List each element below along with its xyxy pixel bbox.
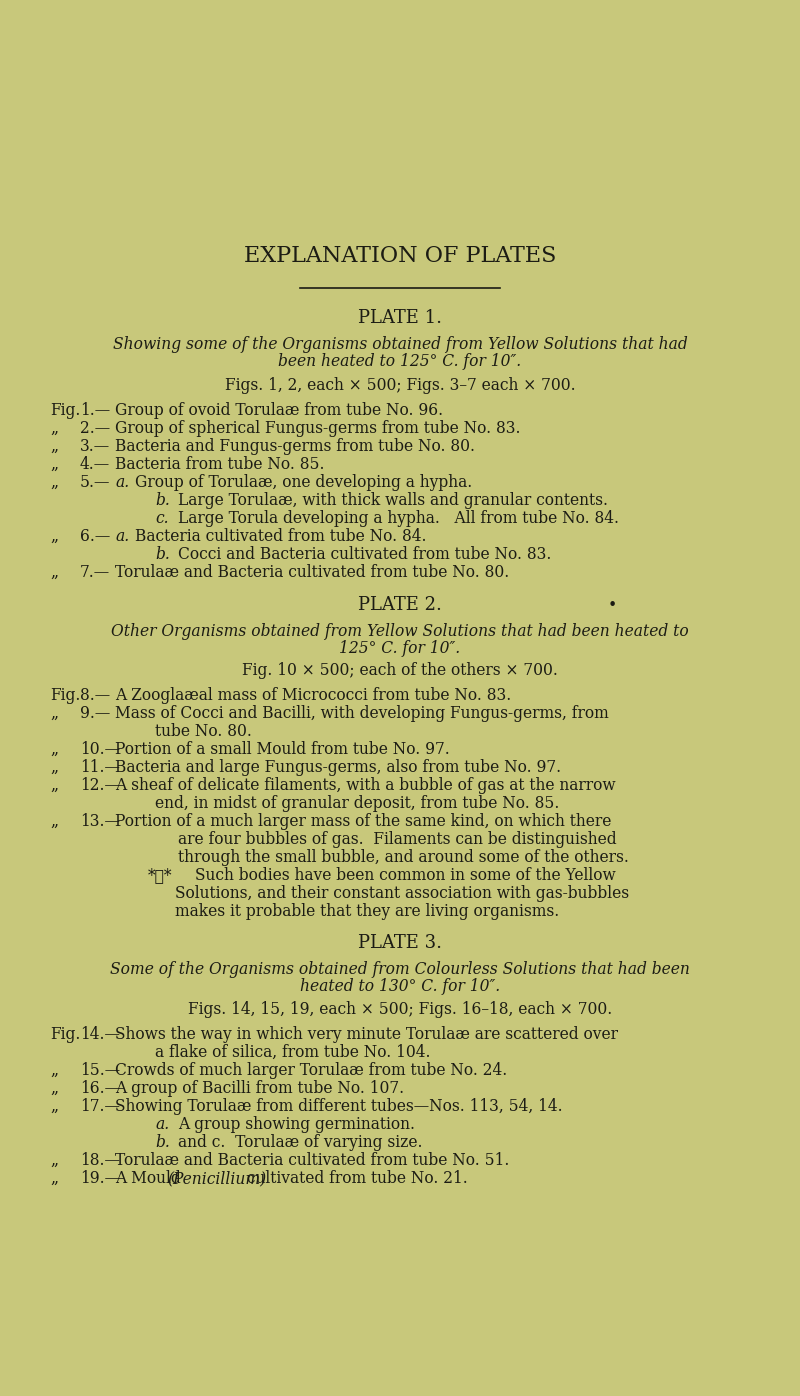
Text: „: „ (50, 456, 58, 473)
Text: Fig.: Fig. (50, 1026, 80, 1043)
Text: Group of Torulaæ, one developing a hypha.: Group of Torulaæ, one developing a hypha… (135, 475, 472, 491)
Text: *★*: *★* (148, 867, 173, 884)
Text: Shows the way in which very minute Torulaæ are scattered over: Shows the way in which very minute Torul… (115, 1026, 618, 1043)
Text: A group of Bacilli from tube No. 107.: A group of Bacilli from tube No. 107. (115, 1081, 404, 1097)
Text: cultivated from tube No. 21.: cultivated from tube No. 21. (242, 1170, 468, 1187)
Text: 14.—: 14.— (80, 1026, 120, 1043)
Text: c.: c. (155, 510, 169, 528)
Text: PLATE 2.: PLATE 2. (358, 596, 442, 614)
Text: EXPLANATION OF PLATES: EXPLANATION OF PLATES (244, 246, 556, 267)
Text: „: „ (50, 812, 58, 831)
Text: 13.—: 13.— (80, 812, 120, 831)
Text: 8.—: 8.— (80, 687, 110, 704)
Text: „: „ (50, 1152, 58, 1168)
Text: Portion of a much larger mass of the same kind, on which there: Portion of a much larger mass of the sam… (115, 812, 611, 831)
Text: 19.—: 19.— (80, 1170, 120, 1187)
Text: b.: b. (155, 491, 170, 510)
Text: Bacteria cultivated from tube No. 84.: Bacteria cultivated from tube No. 84. (135, 528, 426, 544)
Text: Showing some of the Organisms obtained from Yellow Solutions that had: Showing some of the Organisms obtained f… (113, 336, 687, 353)
Text: „: „ (50, 564, 58, 581)
Text: „: „ (50, 705, 58, 722)
Text: 125° C. for 10″.: 125° C. for 10″. (339, 639, 461, 658)
Text: 4.—: 4.— (80, 456, 110, 473)
Text: b.: b. (155, 1134, 170, 1150)
Text: •: • (608, 597, 618, 614)
Text: Group of spherical Fungus-germs from tube No. 83.: Group of spherical Fungus-germs from tub… (115, 420, 521, 437)
Text: Torulaæ and Bacteria cultivated from tube No. 80.: Torulaæ and Bacteria cultivated from tub… (115, 564, 510, 581)
Text: Figs. 14, 15, 19, each × 500; Figs. 16–18, each × 700.: Figs. 14, 15, 19, each × 500; Figs. 16–1… (188, 1001, 612, 1018)
Text: Torulaæ and Bacteria cultivated from tube No. 51.: Torulaæ and Bacteria cultivated from tub… (115, 1152, 510, 1168)
Text: 2.—: 2.— (80, 420, 110, 437)
Text: „: „ (50, 420, 58, 437)
Text: Fig.: Fig. (50, 687, 80, 704)
Text: Fig.: Fig. (50, 402, 80, 419)
Text: Other Organisms obtained from Yellow Solutions that had been heated to: Other Organisms obtained from Yellow Sol… (111, 623, 689, 639)
Text: Figs. 1, 2, each × 500; Figs. 3–7 each × 700.: Figs. 1, 2, each × 500; Figs. 3–7 each ×… (225, 377, 575, 394)
Text: tube No. 80.: tube No. 80. (155, 723, 252, 740)
Text: 6.—: 6.— (80, 528, 110, 544)
Text: Such bodies have been common in some of the Yellow: Such bodies have been common in some of … (195, 867, 616, 884)
Text: a.: a. (115, 528, 129, 544)
Text: a.: a. (155, 1115, 169, 1134)
Text: „: „ (50, 438, 58, 455)
Text: a flake of silica, from tube No. 104.: a flake of silica, from tube No. 104. (155, 1044, 430, 1061)
Text: Large Torula developing a hypha.   All from tube No. 84.: Large Torula developing a hypha. All fro… (178, 510, 619, 528)
Text: Bacteria and Fungus-germs from tube No. 80.: Bacteria and Fungus-germs from tube No. … (115, 438, 475, 455)
Text: „: „ (50, 1170, 58, 1187)
Text: „: „ (50, 778, 58, 794)
Text: A Zooglaæal mass of Micrococci from tube No. 83.: A Zooglaæal mass of Micrococci from tube… (115, 687, 511, 704)
Text: Bacteria and large Fungus-germs, also from tube No. 97.: Bacteria and large Fungus-germs, also fr… (115, 759, 561, 776)
Text: Some of the Organisms obtained from Colourless Solutions that had been: Some of the Organisms obtained from Colo… (110, 960, 690, 979)
Text: Large Torulaæ, with thick walls and granular contents.: Large Torulaæ, with thick walls and gran… (178, 491, 608, 510)
Text: A group showing germination.: A group showing germination. (178, 1115, 415, 1134)
Text: Showing Torulaæ from different tubes—Nos. 113, 54, 14.: Showing Torulaæ from different tubes—Nos… (115, 1099, 562, 1115)
Text: end, in midst of granular deposit, from tube No. 85.: end, in midst of granular deposit, from … (155, 794, 559, 812)
Text: and c.  Torulaæ of varying size.: and c. Torulaæ of varying size. (178, 1134, 422, 1150)
Text: 18.—: 18.— (80, 1152, 120, 1168)
Text: 7.—: 7.— (80, 564, 110, 581)
Text: 9.—: 9.— (80, 705, 110, 722)
Text: (Penicillium): (Penicillium) (167, 1170, 266, 1187)
Text: a.: a. (115, 475, 129, 491)
Text: „: „ (50, 1099, 58, 1115)
Text: 11.—: 11.— (80, 759, 120, 776)
Text: through the small bubble, and around some of the others.: through the small bubble, and around som… (178, 849, 629, 866)
Text: „: „ (50, 741, 58, 758)
Text: Solutions, and their constant association with gas-bubbles: Solutions, and their constant associatio… (175, 885, 629, 902)
Text: 12.—: 12.— (80, 778, 120, 794)
Text: Cocci and Bacteria cultivated from tube No. 83.: Cocci and Bacteria cultivated from tube … (178, 546, 551, 563)
Text: „: „ (50, 528, 58, 544)
Text: PLATE 1.: PLATE 1. (358, 309, 442, 327)
Text: Fig. 10 × 500; each of the others × 700.: Fig. 10 × 500; each of the others × 700. (242, 662, 558, 678)
Text: 3.—: 3.— (80, 438, 110, 455)
Text: Portion of a small Mould from tube No. 97.: Portion of a small Mould from tube No. 9… (115, 741, 450, 758)
Text: 15.—: 15.— (80, 1062, 120, 1079)
Text: 16.—: 16.— (80, 1081, 120, 1097)
Text: „: „ (50, 1062, 58, 1079)
Text: PLATE 3.: PLATE 3. (358, 934, 442, 952)
Text: 10.—: 10.— (80, 741, 120, 758)
Text: „: „ (50, 1081, 58, 1097)
Text: heated to 130° C. for 10″.: heated to 130° C. for 10″. (300, 979, 500, 995)
Text: 1.—: 1.— (80, 402, 110, 419)
Text: are four bubbles of gas.  Filaments can be distinguished: are four bubbles of gas. Filaments can b… (178, 831, 617, 847)
Text: Mass of Cocci and Bacilli, with developing Fungus-germs, from: Mass of Cocci and Bacilli, with developi… (115, 705, 609, 722)
Text: Group of ovoid Torulaæ from tube No. 96.: Group of ovoid Torulaæ from tube No. 96. (115, 402, 443, 419)
Text: been heated to 125° C. for 10″.: been heated to 125° C. for 10″. (278, 353, 522, 370)
Text: A Mould: A Mould (115, 1170, 186, 1187)
Text: 5.—: 5.— (80, 475, 110, 491)
Text: b.: b. (155, 546, 170, 563)
Text: Bacteria from tube No. 85.: Bacteria from tube No. 85. (115, 456, 325, 473)
Text: Crowds of much larger Torulaæ from tube No. 24.: Crowds of much larger Torulaæ from tube … (115, 1062, 507, 1079)
Text: 17.—: 17.— (80, 1099, 120, 1115)
Text: „: „ (50, 759, 58, 776)
Text: „: „ (50, 475, 58, 491)
Text: makes it probable that they are living organisms.: makes it probable that they are living o… (175, 903, 559, 920)
Text: A sheaf of delicate filaments, with a bubble of gas at the narrow: A sheaf of delicate filaments, with a bu… (115, 778, 616, 794)
